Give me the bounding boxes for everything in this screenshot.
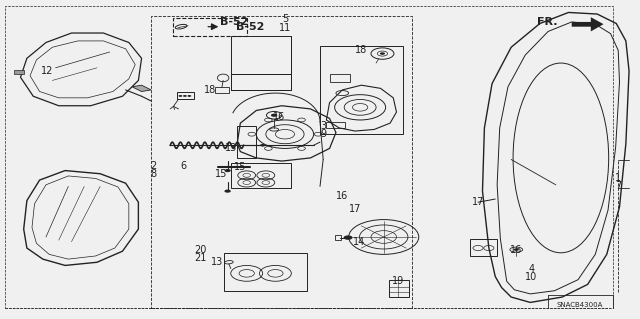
Text: 21: 21 [194, 253, 206, 263]
Circle shape [188, 95, 191, 97]
Text: 13: 13 [211, 257, 223, 267]
Text: 16: 16 [510, 245, 522, 255]
Circle shape [271, 114, 277, 117]
Text: 9: 9 [320, 129, 326, 139]
Text: 17: 17 [472, 197, 484, 207]
Circle shape [225, 169, 231, 172]
Text: 11: 11 [279, 23, 291, 33]
Text: 17: 17 [349, 204, 361, 213]
Circle shape [260, 144, 265, 146]
Text: B-52: B-52 [220, 17, 248, 27]
Bar [177, 93, 195, 100]
Text: 16: 16 [336, 191, 348, 201]
Text: 18: 18 [204, 85, 216, 95]
Circle shape [380, 52, 385, 55]
Bar [215, 87, 229, 93]
Text: 1: 1 [615, 174, 621, 183]
Bar [326, 122, 346, 128]
Bar [151, 16, 412, 308]
Bar [225, 253, 307, 291]
Text: 14: 14 [353, 237, 365, 247]
Circle shape [183, 95, 187, 97]
Text: SNACB4300A: SNACB4300A [557, 302, 603, 308]
Circle shape [344, 235, 353, 240]
Bar [330, 74, 350, 82]
Bar [231, 163, 291, 188]
Text: 10: 10 [525, 271, 538, 281]
Text: 16: 16 [273, 112, 285, 122]
Text: 20: 20 [194, 245, 206, 255]
Text: 18: 18 [355, 45, 367, 56]
Text: 15: 15 [234, 162, 246, 172]
Bar [320, 46, 403, 134]
Bar [173, 18, 246, 36]
Text: 2: 2 [150, 161, 156, 171]
Text: 4: 4 [529, 263, 534, 274]
Bar [335, 235, 341, 240]
Polygon shape [572, 17, 604, 32]
Bar [14, 70, 24, 74]
Text: 5: 5 [282, 14, 288, 24]
Text: 7: 7 [615, 182, 621, 191]
Text: 6: 6 [180, 161, 186, 171]
Text: 12: 12 [41, 66, 54, 76]
Circle shape [179, 95, 182, 97]
Polygon shape [132, 85, 151, 92]
Bar [231, 74, 291, 90]
Bar [470, 239, 497, 256]
Bar [237, 126, 256, 158]
Text: 13: 13 [225, 144, 237, 153]
Circle shape [225, 189, 231, 193]
Text: 19: 19 [392, 276, 404, 286]
Text: B-52: B-52 [236, 22, 264, 32]
Bar [389, 280, 409, 297]
Bar [231, 36, 291, 90]
Circle shape [514, 249, 519, 251]
Text: 15: 15 [215, 169, 227, 179]
Text: 3: 3 [320, 121, 326, 131]
Text: FR.: FR. [537, 17, 557, 27]
Text: 8: 8 [150, 169, 156, 179]
